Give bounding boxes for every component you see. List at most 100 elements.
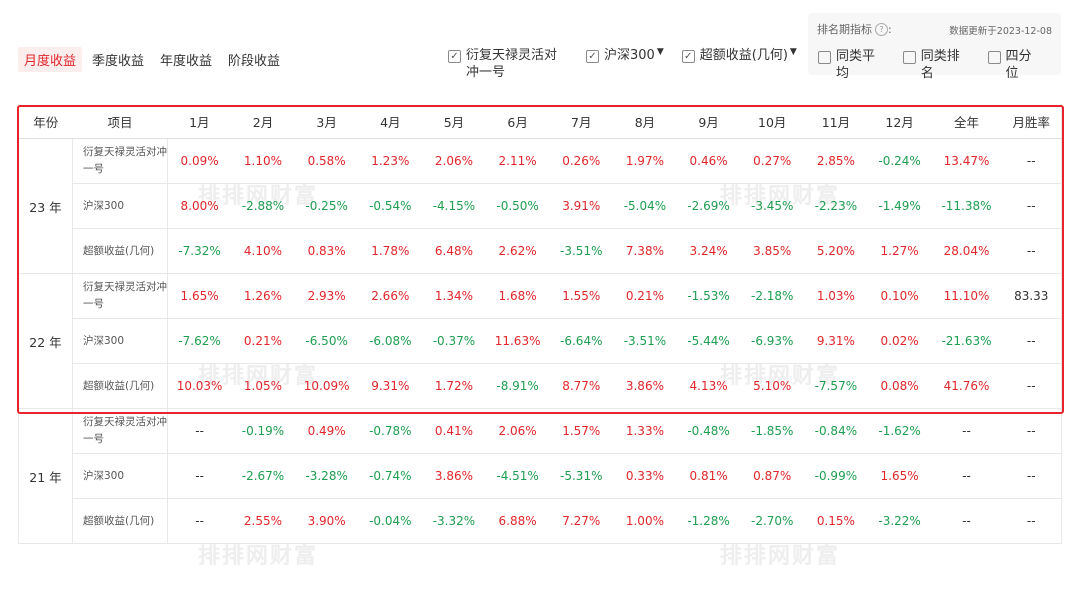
value-cell: -5.04%: [613, 183, 677, 229]
value-cell: -1.62%: [867, 408, 932, 454]
caret-down-icon[interactable]: ▼: [656, 47, 664, 57]
value-cell: -0.84%: [804, 408, 868, 454]
value-cell: 83.33: [1001, 273, 1062, 319]
rank-option-quartile[interactable]: 四分位: [987, 48, 1037, 82]
value-cell: -11.38%: [931, 183, 1002, 229]
value-cell: 1.10%: [231, 138, 295, 184]
value-cell: -0.19%: [231, 408, 295, 454]
value-cell: 3.90%: [294, 498, 359, 544]
value-cell: 3.91%: [549, 183, 614, 229]
value-cell: --: [931, 408, 1002, 454]
value-cell: -8.91%: [485, 363, 550, 409]
column-header: 8月: [613, 104, 677, 139]
excess-checkbox-label: 超额收益(几何): [699, 48, 788, 63]
value-cell: 0.26%: [549, 138, 614, 184]
item-cell: 超额收益(几何): [72, 228, 168, 274]
column-header: 4月: [358, 104, 423, 139]
update-time: 数据更新于2023-12-08: [949, 26, 1052, 37]
checkbox-checked-icon: ✓: [448, 50, 461, 63]
value-cell: 0.81%: [676, 453, 741, 499]
value-cell: -0.37%: [422, 318, 486, 364]
table-row: 23 年衍复天禄灵活对冲一号 0.09% 1.10% 0.58% 1.23% 2.06% 2…: [18, 138, 1062, 274]
rank-option-rank[interactable]: 同类排名: [902, 48, 964, 82]
year-cell: 23 年: [18, 138, 73, 274]
table-row: 22 年衍复天禄灵活对冲一号 1.65% 1.26% 2.93% 2.66% 1.34% 1…: [18, 273, 1062, 409]
rank-option-label: 同类平均: [836, 49, 876, 81]
checkbox-empty-icon: [987, 51, 1001, 64]
value-cell: -2.88%: [231, 183, 295, 229]
value-cell: -1.49%: [867, 183, 932, 229]
value-cell: -6.93%: [740, 318, 805, 364]
value-cell: 28.04%: [931, 228, 1002, 274]
value-cell: 3.85%: [740, 228, 805, 274]
value-cell: --: [1001, 453, 1062, 499]
value-cell: 0.46%: [676, 138, 741, 184]
table-row: 超额收益(几何) -7.32% 4.10% 0.83% 1.78% 6.48% 2.62% -…: [19, 228, 1062, 274]
value-cell: --: [1001, 498, 1062, 544]
colon: :: [888, 22, 892, 36]
value-cell: 1.78%: [358, 228, 423, 274]
checkbox-empty-icon: [818, 51, 831, 64]
excess-checkbox[interactable]: ✓ 超额收益(几何) ▼: [681, 47, 797, 64]
value-cell: -2.67%: [231, 453, 295, 499]
value-cell: 4.10%: [231, 228, 295, 274]
value-cell: 0.10%: [867, 273, 932, 319]
period-tabs: 月度收益 季度收益 年度收益 阶段收益: [18, 47, 286, 72]
series-filters: ✓ 衍复天禄灵活对冲一号 ✓ 沪深300 ▼ ✓ 超额收益(几何) ▼: [448, 47, 815, 81]
value-cell: 0.41%: [422, 408, 486, 454]
value-cell: 1.55%: [549, 273, 614, 319]
item-cell: 沪深300: [72, 453, 168, 499]
value-cell: -3.32%: [422, 498, 486, 544]
value-cell: 0.49%: [294, 408, 359, 454]
fund-checkbox[interactable]: ✓ 衍复天禄灵活对冲一号: [448, 47, 568, 81]
tab-stage[interactable]: 阶段收益: [228, 54, 281, 69]
value-cell: --: [1001, 363, 1062, 409]
value-cell: 1.27%: [867, 228, 932, 274]
value-cell: -7.57%: [804, 363, 868, 409]
value-cell: 7.27%: [549, 498, 614, 544]
value-cell: 1.34%: [422, 273, 486, 319]
value-cell: 13.47%: [931, 138, 1002, 184]
item-cell: 超额收益(几何): [72, 363, 168, 409]
value-cell: -3.22%: [867, 498, 932, 544]
caret-down-icon[interactable]: ▼: [789, 47, 797, 57]
value-cell: 6.48%: [422, 228, 486, 274]
value-cell: -5.44%: [676, 318, 741, 364]
tab-quarterly[interactable]: 季度收益: [92, 54, 145, 69]
item-cell: 超额收益(几何): [72, 498, 168, 544]
value-cell: 1.23%: [358, 138, 423, 184]
column-header: 9月: [676, 104, 741, 139]
value-cell: 2.06%: [422, 138, 486, 184]
item-cell: 沪深300: [72, 318, 168, 364]
value-cell: -2.18%: [740, 273, 805, 319]
value-cell: 1.00%: [613, 498, 677, 544]
value-cell: 2.11%: [485, 138, 550, 184]
column-header: 11月: [804, 104, 868, 139]
tab-monthly[interactable]: 月度收益: [18, 47, 83, 72]
value-cell: -4.15%: [422, 183, 486, 229]
help-icon[interactable]: ?: [875, 22, 888, 36]
value-cell: 2.93%: [294, 273, 359, 319]
value-cell: 1.97%: [613, 138, 677, 184]
checkbox-checked-icon: ✓: [681, 50, 695, 63]
value-cell: 0.87%: [740, 453, 805, 499]
value-cell: 10.03%: [167, 363, 232, 409]
value-cell: 2.55%: [231, 498, 295, 544]
value-cell: --: [1001, 408, 1062, 454]
value-cell: -6.08%: [358, 318, 423, 364]
value-cell: -0.04%: [358, 498, 423, 544]
value-cell: -0.78%: [358, 408, 423, 454]
column-header: 3月: [294, 104, 359, 139]
value-cell: -6.64%: [549, 318, 614, 364]
rank-option-label: 四分位: [1005, 49, 1032, 81]
column-header: 月胜率: [1001, 104, 1062, 139]
index-checkbox[interactable]: ✓ 沪深300 ▼: [586, 47, 664, 64]
table-header-row: 年份 项目 1月 2月 3月 4月 5月 6月 7月 8月 9月 10月 11月 12月 全年 月胜率: [18, 104, 1062, 139]
rank-option-average[interactable]: 同类平均: [818, 48, 879, 82]
tab-yearly[interactable]: 年度收益: [160, 54, 213, 69]
value-cell: 0.15%: [804, 498, 868, 544]
value-cell: 7.38%: [613, 228, 677, 274]
value-cell: 0.21%: [231, 318, 295, 364]
column-header: 10月: [740, 104, 805, 139]
table-row: 沪深300 8.00% -2.88% -0.25% -0.54% -4.15% -0.50%…: [19, 183, 1062, 229]
